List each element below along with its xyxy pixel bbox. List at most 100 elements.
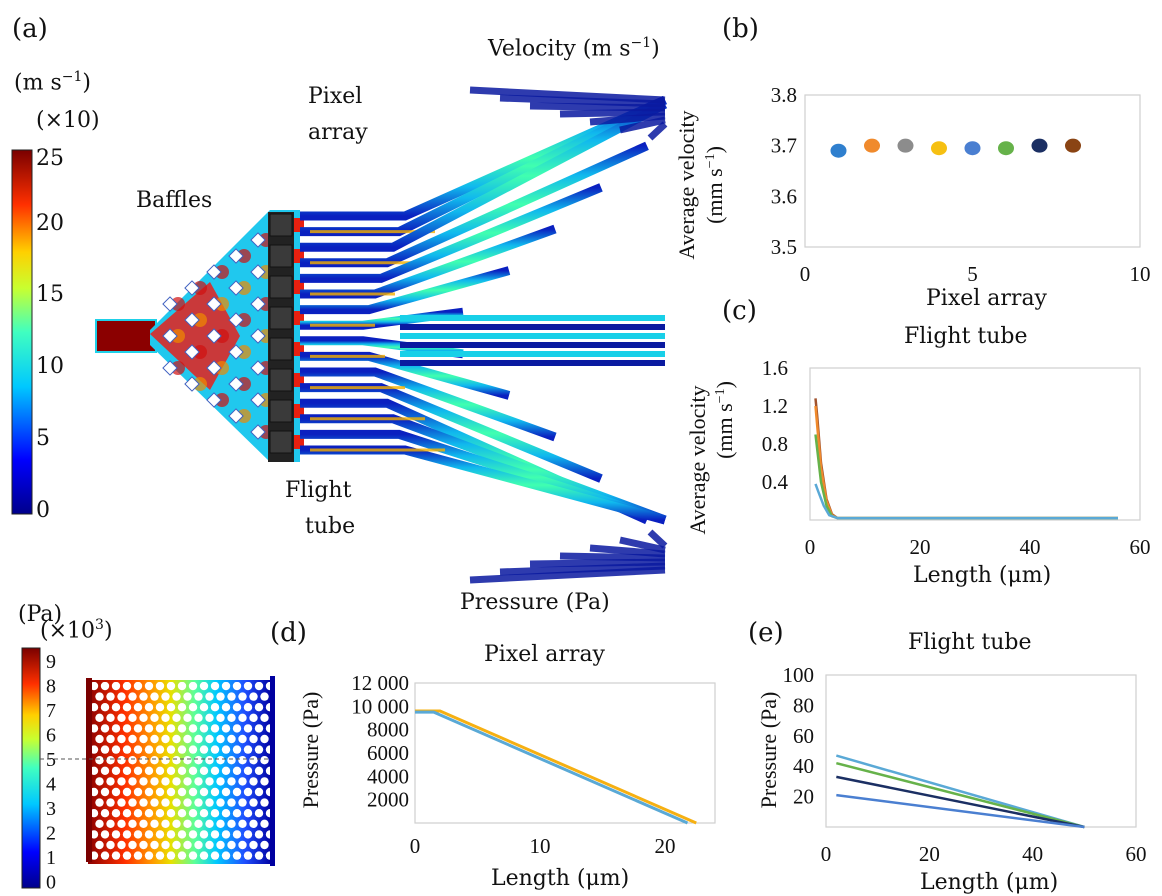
chart-d-frame [414,682,716,824]
panel-b-label: (b) [722,14,759,44]
baffle-flow-spot [237,409,251,423]
pressure-map-hole [177,787,187,797]
pressure-map-hole [243,851,253,860]
chartB-ytick: 3.6 [771,184,797,208]
pressure-map-hole [254,766,264,775]
pressure-map-hole [133,766,143,775]
baffle-flow-spot [193,377,207,391]
pixel-cell [269,275,293,299]
pressure-map-hole [166,703,176,712]
pixel-outlet-jet [294,435,304,449]
chartC-xtick: 60 [1130,535,1151,559]
pressure-map-hole [106,840,115,850]
pressure-tick-7: 7 [46,700,56,722]
baffle-post [250,424,266,440]
pressure-map-hole [111,703,121,712]
pressure-map-hole [117,734,126,744]
pressure-map-outlet-wall [270,676,275,866]
pressure-map-hole [111,724,121,733]
pressure-map-hole [128,756,137,765]
panel-c-title: Flight tube [904,324,1028,349]
pressure-map-inlet-wall [86,678,92,862]
pressure-map-hole [128,692,137,701]
pressure-map-hole [232,724,242,733]
chartC-series-line [814,434,1118,520]
pressure-map-hole [221,703,231,712]
baffle-post [206,392,222,408]
pressure-map-hole [210,766,220,775]
pressure-map-hole [199,787,209,797]
baffle-flow-spot [215,361,229,375]
chartB-xtick: 0 [800,262,811,286]
baffle-post [184,312,200,328]
chartC-series-line [814,405,1118,520]
pressure-map-hole [254,745,264,754]
pressure-map-hole [205,798,214,807]
baffle-post [228,280,244,296]
pressure-map-hole [133,787,143,797]
lower-diagonal-tube [559,552,666,562]
pressure-map-hole [144,809,154,818]
pressure-map-hole [199,851,209,860]
pressure-map-hole [150,840,159,850]
lower-diagonal-tube [529,558,666,568]
pressure-map-hole [150,713,159,722]
panel-d-title: Pixel array [484,642,605,667]
pressure-map-hole [144,682,154,691]
baffle-flow-spot [237,281,251,295]
pressure-map-hole [210,724,220,733]
chartB-xtick: 10 [1130,262,1151,286]
pressure-map-hole [90,766,99,775]
pressure-map-hole [133,809,143,818]
baffle-flow-spot [237,345,251,359]
panel-d-label: (d) [270,618,307,648]
pressure-map-hole [166,724,176,733]
chartB-point [1065,138,1081,153]
chartD-xtick: 10 [530,834,551,858]
pressure-map-hole [249,756,258,765]
pressure-map-hole [210,745,220,754]
pressure-map-hole [144,703,154,712]
pressure-map-hole [183,819,192,828]
pressure-map-hole [183,798,192,807]
pixel-cell [269,244,293,268]
chartE-xtick: 60 [1126,842,1147,866]
pixel-outlet-jet [294,218,304,232]
chartB-point [864,138,880,153]
pressure-map-hole [139,777,148,786]
pressure-map-hole [133,682,143,691]
upper-diagonal-tube [589,112,666,126]
pressure-map-hole [177,745,187,754]
pixel-cell [269,399,293,423]
pressure-map-hole [188,745,198,754]
pressure-map-hole [161,819,170,828]
pressure-map-hole [254,830,264,839]
pressure-map-hole [210,787,220,797]
pixel-outlet-jet [294,342,304,356]
pressure-map-hole [117,840,126,850]
pressure-map-hole [144,745,154,754]
pressure-map-hole [139,713,148,722]
chartD-ytick: 8000 [367,718,409,742]
pressure-map-hole [139,734,148,744]
baffle-post [184,376,200,392]
pressure-map-hole [183,713,192,722]
flight-tube [300,266,511,315]
pressure-map-hole [166,809,176,818]
pressure-map-hole [227,840,236,850]
pressure-map-hole [194,713,203,722]
pressure-map-hole [210,851,220,860]
velocity-tick-15: 15 [36,282,64,307]
pressure-map-hole [150,756,159,765]
panel-b-ylabel-line1: Average velocity [674,110,699,259]
pressure-map-hole [161,840,170,850]
pressure-map-holes [90,682,270,860]
flight-tube [300,183,603,283]
pressure-map-hole [128,777,137,786]
chart-e: 0 20 40 60 20 40 60 80 100 [783,663,1147,866]
pressure-map-hole [122,787,132,797]
chartD-xtick: 0 [410,834,421,858]
flight-tube [300,336,464,359]
pressure-map-hole [166,787,176,797]
lower-diagonal-tube [647,529,668,549]
